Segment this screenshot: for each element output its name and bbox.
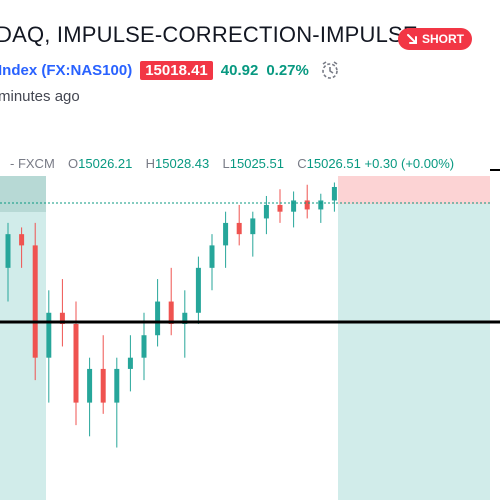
candle-body: [87, 368, 93, 403]
candle-body: [59, 312, 65, 324]
candle-body: [155, 301, 161, 336]
left-position-entry-zone: [0, 176, 46, 212]
price-change-pct: 0.27%: [266, 61, 309, 79]
symbol-row: Index (FX:NAS100) 15018.41 40.92 0.27%: [0, 60, 341, 80]
close-value: 15026.51: [306, 156, 361, 171]
left-position-zone: [0, 176, 46, 500]
ohlc-legend: - FXCM O15026.21 H15028.43 L15025.51 C15…: [10, 156, 455, 171]
candle-body: [277, 204, 283, 212]
price-change: 40.92: [220, 61, 259, 79]
candle-body: [291, 200, 297, 212]
high-value: 15028.43: [155, 156, 210, 171]
candle-body: [127, 357, 133, 369]
arrow-down-right-icon: [407, 34, 417, 44]
candle-body: [100, 368, 106, 403]
published-time: minutes ago: [0, 88, 80, 105]
candle-body: [19, 234, 25, 246]
candle-body: [263, 204, 269, 219]
candle-body: [5, 234, 11, 268]
low-value: 15025.51: [229, 156, 284, 171]
candle-body: [331, 186, 337, 201]
position-zones: [0, 176, 490, 500]
idea-title: DAQ, IMPULSE-CORRECTION-IMPULSE: [0, 22, 418, 47]
short-badge-label: SHORT: [422, 32, 464, 46]
candle-body: [168, 301, 174, 324]
candle-body: [209, 245, 215, 268]
candles-layer: [5, 182, 337, 448]
alarm-clock-icon[interactable]: [319, 59, 341, 81]
candle-body: [114, 368, 120, 403]
open-value: 15026.21: [78, 156, 133, 171]
price-box: 15018.41: [140, 60, 213, 80]
candle-body: [236, 222, 242, 235]
delta-value: +0.30 (+0.00%): [364, 156, 455, 171]
candle-body: [250, 218, 256, 235]
candle-body: [141, 335, 147, 358]
stop-loss-zone: [338, 176, 490, 204]
symbol-link[interactable]: Index (FX:NAS100): [0, 61, 133, 79]
candle-body: [46, 312, 52, 358]
take-profit-zone: [338, 204, 490, 500]
candle-body: [32, 245, 38, 358]
candle-body: [195, 267, 201, 313]
candle-body: [182, 312, 188, 324]
short-badge: SHORT: [398, 28, 472, 50]
data-source: - FXCM: [10, 156, 55, 171]
candle-body: [73, 324, 79, 403]
candle-body: [304, 200, 310, 210]
candle-body: [223, 222, 229, 246]
candle-body: [318, 200, 324, 210]
